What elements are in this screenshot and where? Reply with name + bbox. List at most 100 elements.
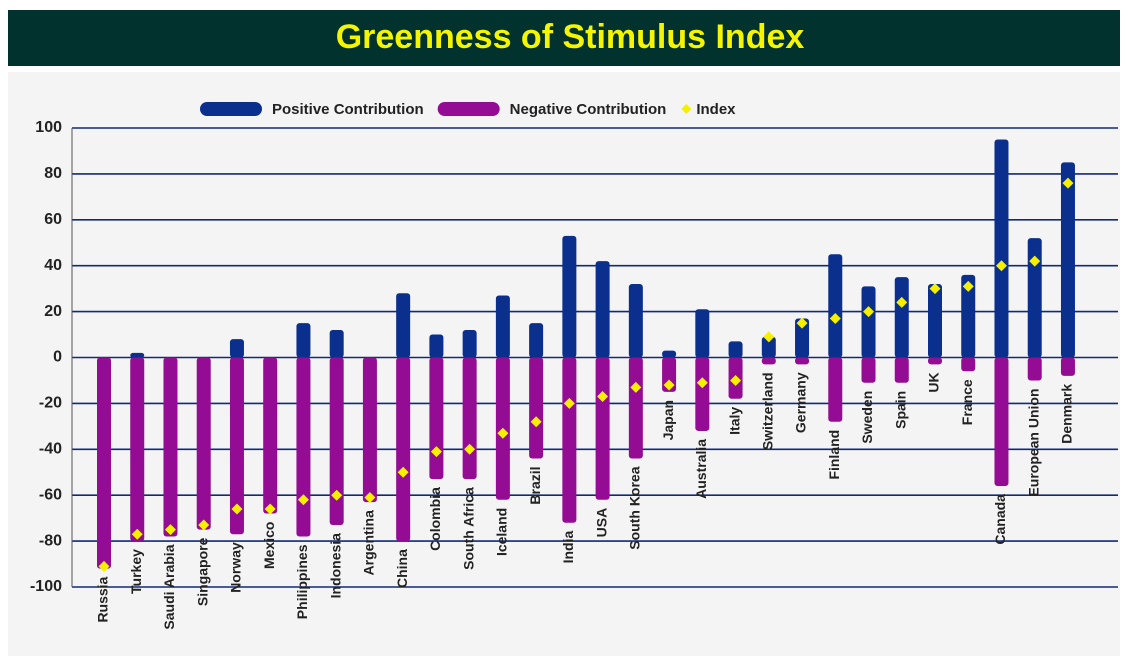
- index-marker: [1062, 177, 1074, 189]
- y-tick-label: -40: [39, 441, 62, 458]
- bar: [994, 139, 1009, 358]
- y-tick-label: -20: [39, 395, 62, 412]
- x-tick-label: Saudi Arabia: [161, 544, 177, 629]
- x-tick-label: Iceland: [494, 508, 510, 556]
- bar: [928, 284, 942, 358]
- bar: [628, 284, 643, 358]
- x-tick-label: India: [560, 531, 576, 564]
- y-tick-label: 60: [44, 211, 62, 228]
- index-marker: [563, 397, 575, 409]
- bar: [529, 323, 544, 358]
- bar: [429, 334, 444, 358]
- x-tick-label: South Korea: [627, 466, 643, 549]
- bar: [595, 357, 610, 500]
- x-tick-label: South Africa: [460, 487, 476, 570]
- bar: [861, 286, 876, 358]
- x-tick-label: Australia: [693, 439, 709, 499]
- bar: [1027, 357, 1042, 381]
- index-marker: [497, 427, 509, 439]
- x-tick-label: Sweden: [859, 391, 875, 444]
- bar: [894, 277, 909, 358]
- x-tick-label: Italy: [726, 407, 742, 435]
- index-marker: [131, 528, 143, 540]
- index-marker: [264, 503, 276, 515]
- index-marker: [730, 374, 742, 386]
- bar: [1060, 357, 1075, 376]
- x-tick-label: Colombia: [427, 487, 443, 551]
- bar: [462, 329, 477, 358]
- x-tick-label: Philippines: [294, 544, 310, 619]
- bar: [795, 357, 810, 365]
- legend-swatch: [437, 102, 500, 116]
- y-tick-label: -60: [39, 486, 62, 503]
- bar: [761, 357, 776, 365]
- x-tick-label: Turkey: [128, 549, 144, 594]
- bar: [728, 341, 743, 358]
- x-tick-label: European Union: [1025, 388, 1041, 496]
- bar: [495, 295, 510, 358]
- bar: [396, 293, 411, 358]
- bar: [263, 357, 278, 514]
- legend: Positive Contribution Negative Contributi…: [200, 101, 736, 118]
- index-marker: [164, 524, 176, 536]
- x-tick-label: Mexico: [261, 522, 277, 569]
- index-marker: [1029, 255, 1041, 267]
- bar: [628, 357, 643, 459]
- index-marker: [397, 466, 409, 478]
- index-marker: [796, 317, 808, 329]
- x-tick-label: Russia: [95, 576, 111, 622]
- legend-swatch: [681, 104, 692, 114]
- index-marker: [962, 280, 974, 292]
- index-marker: [630, 381, 642, 393]
- index-marker: [929, 283, 941, 295]
- bar: [429, 357, 444, 480]
- index-marker: [696, 377, 708, 389]
- index-marker: [464, 443, 476, 455]
- bar: [662, 350, 677, 358]
- x-tick-label: Brazil: [527, 466, 543, 504]
- x-tick-label: Norway: [228, 542, 244, 593]
- bar: [97, 357, 111, 569]
- index-marker: [364, 491, 376, 503]
- x-tick-label: Argentina: [361, 510, 377, 576]
- bar: [1027, 238, 1042, 358]
- index-marker: [530, 416, 542, 428]
- index-marker: [430, 446, 442, 458]
- y-tick-label: 80: [44, 165, 62, 182]
- bar: [130, 352, 145, 358]
- bar: [396, 357, 411, 542]
- x-tick-label: Japan: [660, 400, 676, 440]
- bar: [196, 357, 211, 530]
- index-marker: [829, 312, 841, 324]
- index-marker: [663, 379, 675, 391]
- bar: [296, 357, 311, 537]
- y-tick-label: -80: [39, 532, 62, 549]
- x-tick-label: USA: [593, 508, 609, 538]
- index-marker: [863, 306, 875, 318]
- index-marker: [331, 489, 343, 501]
- legend-label: Positive Contribution: [272, 101, 424, 118]
- x-tick-label: Denmark: [1059, 384, 1075, 444]
- bar: [362, 357, 377, 503]
- bar: [861, 357, 876, 383]
- bar: [130, 357, 145, 542]
- legend-label: Negative Contribution: [510, 101, 667, 118]
- chart-title: Greenness of Stimulus Index: [336, 18, 805, 56]
- bar: [894, 357, 909, 383]
- bar: [329, 329, 344, 358]
- x-tick-label: Singapore: [194, 537, 210, 606]
- y-tick-label: 100: [35, 119, 62, 136]
- y-tick-label: -100: [30, 578, 62, 595]
- bar: [828, 254, 843, 358]
- bar: [329, 357, 344, 526]
- x-tick-label: UK: [926, 372, 942, 392]
- bar: [695, 357, 710, 431]
- y-tick-label: 40: [44, 257, 62, 274]
- index-marker: [198, 519, 210, 531]
- index-marker: [995, 260, 1007, 272]
- x-tick-label: Canada: [992, 494, 1008, 545]
- bar: [795, 318, 810, 358]
- x-tick-label: Germany: [793, 372, 809, 433]
- bar: [562, 357, 577, 523]
- x-tick-label: Finland: [826, 430, 842, 480]
